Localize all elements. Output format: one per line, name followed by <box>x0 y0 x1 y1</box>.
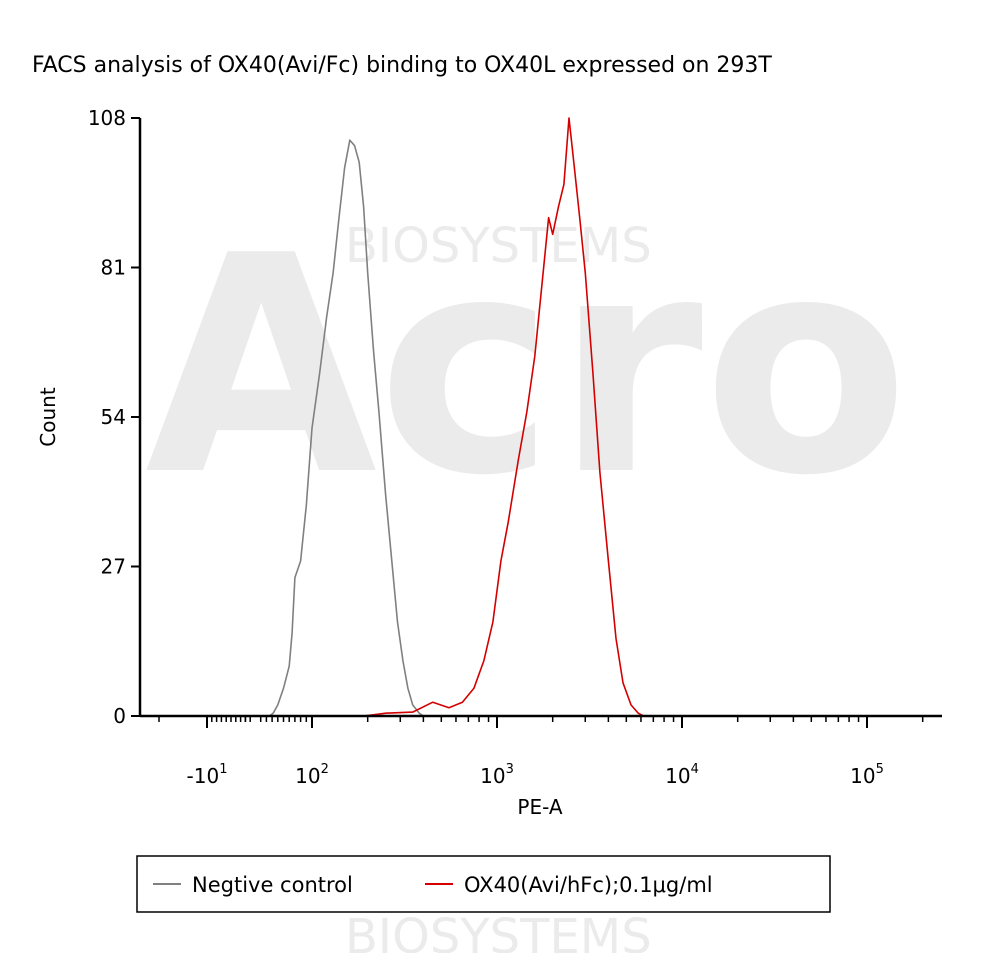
y-tick-label: 27 <box>101 555 126 579</box>
watermark-text-bottom: BIOSYSTEMS <box>345 909 652 953</box>
legend-label-ox40: OX40(Avi/hFc);0.1μg/ml <box>464 873 713 897</box>
watermark-logo: Acro <box>145 192 909 541</box>
x-tick-label: 104 <box>665 762 699 788</box>
series-line-1 <box>363 117 644 717</box>
y-tick-label: 108 <box>88 106 126 130</box>
y-axis-label: Count <box>36 387 60 447</box>
plot-area <box>268 117 644 717</box>
x-tick-label: -101 <box>187 762 228 788</box>
x-tick-label: 105 <box>850 762 884 788</box>
legend: Negtive control OX40(Avi/hFc);0.1μg/ml <box>136 855 831 913</box>
y-tick-label: 81 <box>101 256 126 280</box>
series-line-0 <box>268 139 424 717</box>
x-tick-label: 103 <box>480 762 514 788</box>
watermark-text: BIOSYSTEMS <box>345 218 652 274</box>
legend-label-negative-control: Negtive control <box>192 873 353 897</box>
x-tick-label: 102 <box>295 762 329 788</box>
y-tick-label: 0 <box>113 704 126 728</box>
x-axis-ticks: -101 102 103 104 105 <box>158 716 924 788</box>
watermark: Acro BIOSYSTEMS BIOSYSTEMS <box>145 192 909 953</box>
chart-title: FACS analysis of OX40(Avi/Fc) binding to… <box>32 53 772 78</box>
x-axis-label: PE-A <box>517 795 562 819</box>
y-axis-ticks: 0 27 54 81 108 <box>88 106 140 728</box>
legend-box <box>136 855 831 913</box>
y-tick-label: 54 <box>101 405 126 429</box>
